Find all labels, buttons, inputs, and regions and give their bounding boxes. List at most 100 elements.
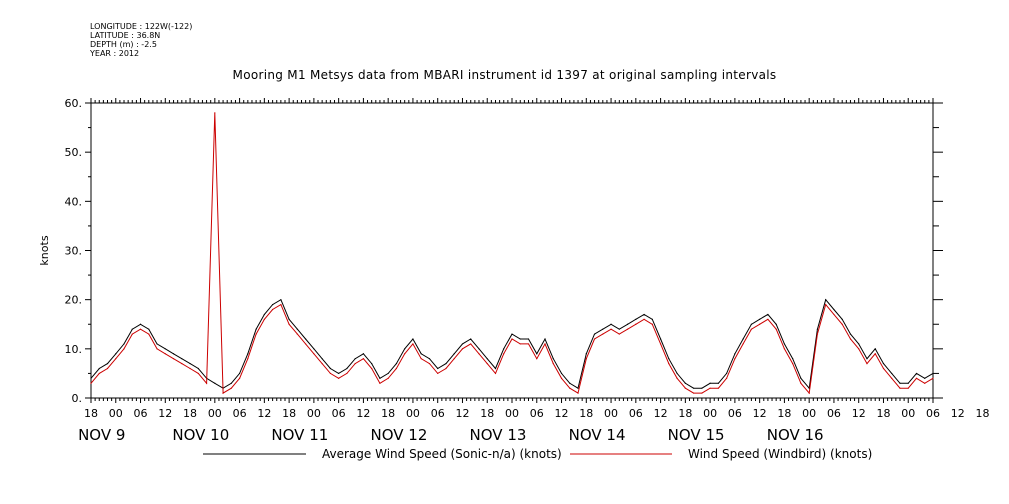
point-average-wind-speed (610, 323, 612, 325)
x-hour-label: 18 (876, 407, 890, 420)
x-date-label: NOV 11 (271, 426, 328, 444)
point-windbird-wind-speed (610, 328, 612, 330)
point-windbird-wind-speed (387, 377, 389, 379)
point-average-wind-speed (156, 343, 158, 345)
x-hour-label: 12 (753, 407, 767, 420)
point-windbird-wind-speed (305, 343, 307, 345)
point-average-wind-speed (866, 358, 868, 360)
point-windbird-wind-speed (263, 318, 265, 320)
point-average-wind-speed (750, 323, 752, 325)
series-average-wind-speed-line (90, 298, 934, 390)
point-average-wind-speed (734, 353, 736, 355)
point-average-wind-speed (577, 387, 579, 389)
y-axis-label: knots (38, 235, 51, 265)
point-average-wind-speed (346, 367, 348, 370)
point-average-wind-speed (899, 382, 901, 384)
point-average-wind-speed (197, 367, 199, 370)
x-hour-label: 06 (530, 407, 544, 420)
point-average-wind-speed (635, 318, 637, 320)
point-average-wind-speed (932, 372, 934, 375)
plot-border (90, 102, 934, 399)
point-windbird-wind-speed (709, 387, 711, 389)
point-windbird-wind-speed (445, 367, 447, 370)
point-average-wind-speed (354, 358, 356, 360)
point-windbird-wind-speed (98, 372, 100, 375)
point-average-wind-speed (775, 323, 777, 325)
point-windbird-wind-speed (726, 377, 728, 379)
point-average-wind-speed (569, 382, 571, 384)
x-hour-label: 12 (356, 407, 370, 420)
point-windbird-wind-speed (197, 372, 199, 375)
point-windbird-wind-speed (272, 308, 274, 311)
point-average-wind-speed (420, 353, 422, 355)
x-hour-label: 06 (233, 407, 247, 420)
point-average-wind-speed (659, 338, 662, 340)
point-windbird-wind-speed (478, 353, 480, 355)
point-windbird-wind-speed (214, 112, 216, 114)
point-average-wind-speed (767, 313, 769, 316)
series-layer (90, 112, 934, 395)
x-hour-label: 00 (901, 407, 915, 420)
series-windbird-wind-speed-line (90, 112, 934, 395)
point-windbird-wind-speed (511, 338, 513, 340)
y-tick-label: 0. (72, 392, 83, 405)
point-windbird-wind-speed (503, 353, 505, 355)
point-windbird-wind-speed (618, 333, 620, 335)
x-hour-label: 18 (282, 407, 296, 420)
x-hour-label: 00 (208, 407, 222, 420)
point-average-wind-speed (189, 362, 191, 365)
point-average-wind-speed (148, 328, 150, 330)
point-windbird-wind-speed (767, 318, 769, 320)
point-windbird-wind-speed (131, 333, 133, 335)
point-average-wind-speed (371, 362, 373, 365)
point-windbird-wind-speed (115, 358, 117, 360)
point-average-wind-speed (412, 338, 414, 340)
point-windbird-wind-speed (230, 387, 232, 389)
point-average-wind-speed (362, 353, 365, 355)
point-windbird-wind-speed (816, 333, 819, 335)
point-windbird-wind-speed (519, 343, 521, 345)
point-average-wind-speed (230, 382, 232, 384)
point-windbird-wind-speed (329, 372, 331, 375)
point-average-wind-speed (560, 372, 563, 375)
point-average-wind-speed (693, 387, 695, 389)
point-windbird-wind-speed (354, 362, 356, 365)
x-hour-label: 06 (926, 407, 940, 420)
depth-text: DEPTH (m) : -2.5 (90, 40, 157, 49)
point-windbird-wind-speed (395, 367, 398, 370)
point-windbird-wind-speed (288, 323, 290, 325)
point-windbird-wind-speed (494, 372, 497, 375)
point-windbird-wind-speed (635, 323, 637, 325)
y-tick-label: 30. (65, 245, 83, 258)
point-average-wind-speed (428, 358, 431, 360)
point-average-wind-speed (701, 387, 703, 389)
point-average-wind-speed (593, 333, 596, 335)
point-average-wind-speed (668, 358, 670, 360)
point-average-wind-speed (106, 362, 109, 365)
point-average-wind-speed (849, 333, 852, 335)
point-average-wind-speed (445, 362, 447, 365)
x-hour-label: 18 (183, 407, 197, 420)
point-windbird-wind-speed (569, 387, 571, 389)
point-average-wind-speed (470, 338, 472, 340)
x-hour-label: 18 (777, 407, 791, 420)
point-windbird-wind-speed (899, 387, 901, 389)
point-windbird-wind-speed (717, 387, 719, 389)
point-windbird-wind-speed (701, 392, 703, 394)
point-average-wind-speed (841, 318, 843, 320)
point-windbird-wind-speed (841, 323, 843, 325)
point-windbird-wind-speed (486, 362, 488, 365)
point-windbird-wind-speed (783, 348, 786, 350)
point-windbird-wind-speed (882, 367, 885, 370)
point-windbird-wind-speed (453, 358, 455, 360)
point-windbird-wind-speed (280, 303, 282, 306)
point-windbird-wind-speed (296, 333, 298, 335)
point-windbird-wind-speed (404, 353, 406, 355)
x-hour-label: 00 (802, 407, 816, 420)
point-windbird-wind-speed (750, 328, 752, 330)
point-average-wind-speed (924, 377, 926, 379)
point-windbird-wind-speed (593, 338, 596, 340)
point-average-wind-speed (684, 382, 686, 384)
x-date-label: NOV 15 (668, 426, 725, 444)
